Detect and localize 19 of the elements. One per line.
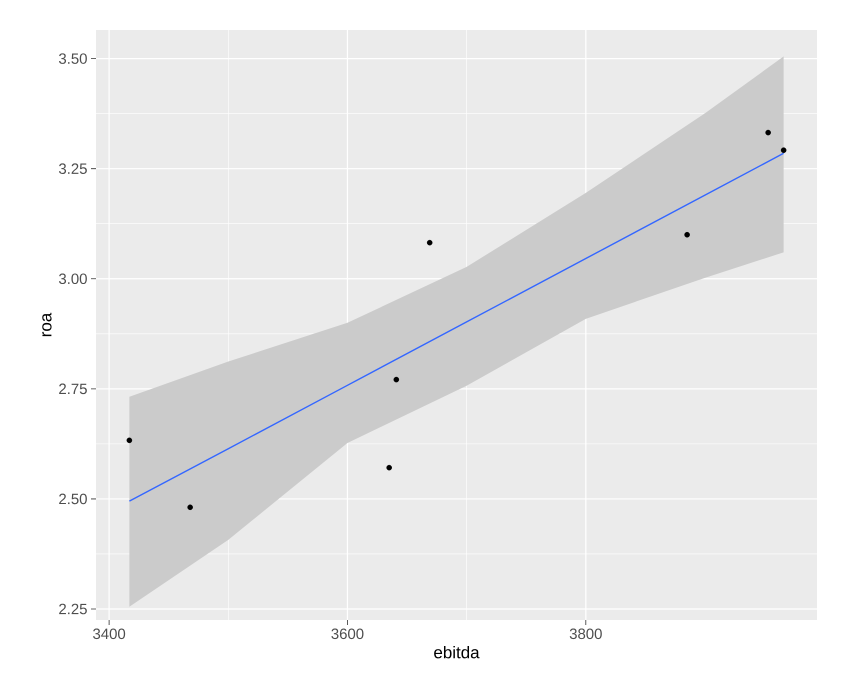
y-tick-label: 2.50 (59, 494, 87, 504)
y-tick-label: 3.00 (58, 273, 87, 284)
x-tick-label: 3600 (331, 628, 364, 640)
point (394, 376, 400, 382)
y-tick-label: 2.75 (59, 384, 87, 394)
y-tick-label: 2.25 (59, 604, 87, 614)
point (780, 147, 786, 153)
y-axis-title: roa (42, 312, 52, 336)
y-tick-label: 3.25 (58, 163, 87, 174)
point (386, 464, 392, 470)
x-axis-title: ebitda (434, 646, 480, 658)
point (187, 504, 193, 510)
point (684, 232, 690, 238)
y-tick-label: 3.50 (58, 53, 87, 64)
x-tick-label: 3400 (93, 628, 126, 640)
point (426, 240, 432, 246)
point (126, 438, 132, 444)
point (765, 130, 771, 136)
x-tick-label: 3800 (570, 628, 602, 640)
